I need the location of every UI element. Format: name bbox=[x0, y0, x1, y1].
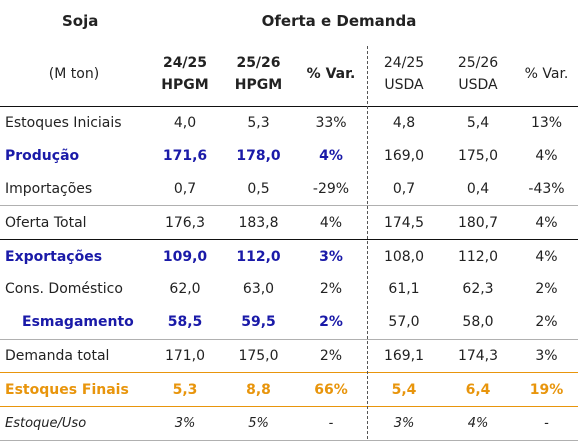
cell: 0,7 bbox=[173, 180, 197, 197]
cell: 5,4 bbox=[441, 105, 515, 140]
cell: 2% bbox=[535, 281, 558, 298]
cell: 171,0 bbox=[148, 338, 222, 373]
cell: 4% bbox=[441, 406, 515, 441]
cell: 4,8 bbox=[367, 105, 441, 140]
col-header-hpgm-var: % Var. bbox=[306, 66, 356, 82]
row-label: Estoques Iniciais bbox=[0, 105, 148, 140]
cell: 5,4 bbox=[367, 372, 441, 408]
row-label: Demanda total bbox=[0, 338, 148, 373]
cell: 4% bbox=[515, 205, 578, 240]
table-row: Estoques Finais 5,3 8,8 66% 5,4 6,4 19% bbox=[0, 372, 578, 408]
cell: 2% bbox=[535, 314, 558, 331]
row-label: Esmagamento bbox=[22, 314, 134, 331]
cell: 4% bbox=[535, 148, 558, 165]
row-label: Estoques Finais bbox=[0, 372, 148, 408]
cell: 112,0 bbox=[222, 239, 295, 273]
cell: 112,0 bbox=[441, 239, 515, 273]
table-row: Oferta Total 176,3 183,8 4% 174,5 180,7 … bbox=[0, 205, 578, 240]
hpgm-usda-divider bbox=[367, 46, 368, 439]
cell: 2% bbox=[295, 338, 367, 373]
cell: 57,0 bbox=[388, 314, 420, 331]
cell: 58,5 bbox=[167, 314, 203, 331]
table-title-left: Soja bbox=[62, 12, 99, 30]
cell: 13% bbox=[515, 105, 578, 140]
cell: 3% bbox=[148, 406, 222, 441]
column-header-row: (M ton) 24/25 HPGM 25/26 HPGM % Var. 24/25… bbox=[0, 42, 578, 107]
cell: 4% bbox=[515, 239, 578, 273]
cell: 62,0 bbox=[169, 281, 201, 298]
table-row: Importações 0,7 0,5 -29% 0,7 0,4 -43% bbox=[0, 173, 578, 206]
cell: 178,0 bbox=[236, 148, 281, 165]
cell: 171,6 bbox=[162, 148, 208, 165]
unit-label: (M ton) bbox=[48, 66, 100, 82]
cell: 61,1 bbox=[388, 281, 420, 298]
table-row: Estoque/Uso 3% 5% - 3% 4% - bbox=[0, 406, 578, 441]
cell: 6,4 bbox=[441, 372, 515, 408]
row-label: Cons. Doméstico bbox=[5, 281, 123, 298]
cell: 5,3 bbox=[148, 372, 222, 408]
cell: 62,3 bbox=[462, 281, 494, 298]
cell: -29% bbox=[312, 180, 350, 197]
cell: 3% bbox=[367, 406, 441, 441]
col-header-usda-2425: 24/25 USDA bbox=[383, 55, 425, 93]
cell: 169,0 bbox=[383, 148, 425, 165]
cell: 0,4 bbox=[466, 180, 490, 197]
cell: - bbox=[295, 406, 367, 441]
table-row: Cons. Doméstico 62,0 63,0 2% 61,1 62,3 2… bbox=[0, 273, 578, 306]
cell: 4,0 bbox=[148, 105, 222, 140]
cell: 174,5 bbox=[367, 205, 441, 240]
table-row: Demanda total 171,0 175,0 2% 169,1 174,3… bbox=[0, 338, 578, 373]
cell: 2% bbox=[319, 314, 343, 331]
cell: 183,8 bbox=[222, 205, 295, 240]
cell: 4% bbox=[295, 205, 367, 240]
row-label: Produção bbox=[5, 148, 80, 165]
row-label: Oferta Total bbox=[0, 205, 148, 240]
cell: 3% bbox=[295, 239, 367, 273]
row-label: Exportações bbox=[0, 239, 148, 273]
cell: 59,5 bbox=[241, 314, 276, 331]
cell: 176,3 bbox=[148, 205, 222, 240]
col-header-usda-var: % Var. bbox=[524, 66, 569, 82]
cell: 109,0 bbox=[148, 239, 222, 273]
cell: 175,0 bbox=[222, 338, 295, 373]
cell: 3% bbox=[515, 338, 578, 373]
cell: 19% bbox=[515, 372, 578, 408]
col-header-usda-2526: 25/26 USDA bbox=[457, 55, 499, 93]
row-label: Importações bbox=[5, 180, 93, 197]
cell: 108,0 bbox=[367, 239, 441, 273]
cell: 33% bbox=[295, 105, 367, 140]
cell: -43% bbox=[528, 180, 565, 197]
cell: 66% bbox=[295, 372, 367, 408]
cell: - bbox=[515, 406, 578, 441]
col-header-hpgm-2425: 24/25 HPGM bbox=[161, 55, 209, 93]
cell: 58,0 bbox=[462, 314, 494, 331]
table-row: Esmagamento 58,5 59,5 2% 57,0 58,0 2% bbox=[0, 306, 578, 339]
cell: 0,7 bbox=[392, 180, 416, 197]
cell: 4% bbox=[319, 148, 343, 165]
table-row: Produção 171,6 178,0 4% 169,0 175,0 4% bbox=[0, 140, 578, 173]
cell: 169,1 bbox=[367, 338, 441, 373]
cell: 5,3 bbox=[222, 105, 295, 140]
table-row: Exportações 109,0 112,0 3% 108,0 112,0 4… bbox=[0, 239, 578, 273]
cell: 175,0 bbox=[457, 148, 499, 165]
cell: 0,5 bbox=[247, 180, 270, 197]
table-row: Estoques Iniciais 4,0 5,3 33% 4,8 5,4 13… bbox=[0, 105, 578, 140]
cell: 5% bbox=[222, 406, 295, 441]
title-row: Soja Oferta e Demanda bbox=[0, 0, 578, 42]
cell: 63,0 bbox=[242, 281, 275, 298]
col-header-hpgm-2526: 25/26 HPGM bbox=[234, 55, 283, 93]
cell: 2% bbox=[319, 281, 343, 298]
cell: 180,7 bbox=[441, 205, 515, 240]
table-title-right: Oferta e Demanda bbox=[261, 12, 417, 30]
cell: 174,3 bbox=[441, 338, 515, 373]
cell: 8,8 bbox=[222, 372, 295, 408]
row-label: Estoque/Uso bbox=[0, 406, 148, 441]
